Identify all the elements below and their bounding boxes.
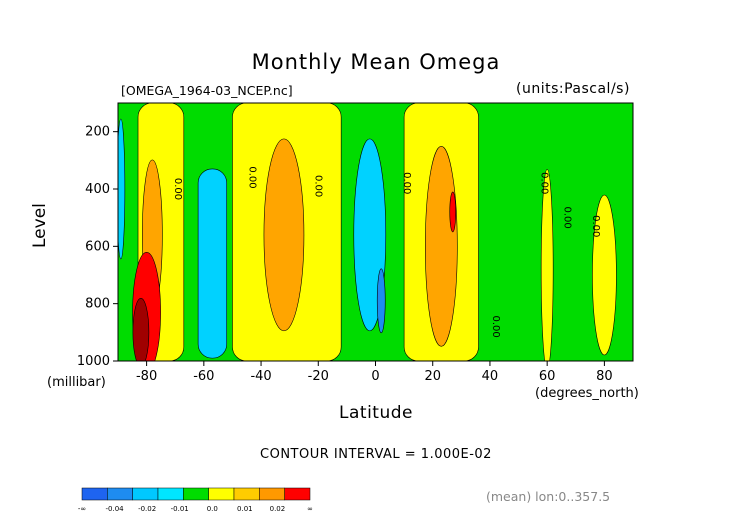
x-tick-label: 40 xyxy=(482,369,499,384)
y-tick-label: 200 xyxy=(85,125,110,140)
region-neg2-eq xyxy=(376,268,386,334)
colorbar-label: 0.01 xyxy=(237,505,253,513)
y-tick-label: 400 xyxy=(85,182,110,197)
colorbar-swatch xyxy=(132,487,159,501)
colorbar-swatch xyxy=(233,487,260,501)
footer-note: (mean) lon:0..357.5 xyxy=(486,489,611,504)
contour-labels: 0.00 0.00 0.00 0.00 0.00 0.00 0.00 0.00 xyxy=(172,166,601,337)
contour-field xyxy=(118,103,633,361)
chart-title: Monthly Mean Omega xyxy=(251,50,501,74)
contour-label: 0.00 xyxy=(590,215,601,237)
region-pos2-sh-mid xyxy=(263,138,305,332)
colorbar-label: -0.04 xyxy=(106,505,125,513)
x-axis-units: (degrees_north) xyxy=(535,386,639,401)
x-tick-label: 0 xyxy=(371,369,379,384)
units-label: (units:Pascal/s) xyxy=(516,81,630,97)
x-tick-label: -60 xyxy=(193,369,214,384)
x-tick-label: -40 xyxy=(250,369,271,384)
colorbar-label: ∞ xyxy=(307,505,313,513)
colorbar-label: -0.01 xyxy=(171,505,189,513)
region-neg-sh-edge xyxy=(118,118,126,260)
region-pos3-nh-sub xyxy=(449,191,457,233)
contour-label: 0.00 xyxy=(561,207,572,229)
region-pos-nh-80 xyxy=(592,194,617,356)
region-pos2-nh-sub xyxy=(425,146,458,347)
contour-label: 0.00 xyxy=(172,178,183,200)
axes: -80 -60 -40 -20 0 20 40 60 80 200 400 600 800 1000 xyxy=(77,125,613,384)
colorbar-label: -0.02 xyxy=(138,505,156,513)
contour-label: 0.00 xyxy=(312,175,323,197)
colorbar-swatch xyxy=(259,487,285,501)
contour-label: 0.00 xyxy=(401,172,412,194)
contour-label: 0.00 xyxy=(538,172,549,194)
colorbar-swatch xyxy=(157,487,184,501)
colorbar-swatch xyxy=(284,487,311,501)
contour-label: 0.00 xyxy=(490,315,501,337)
x-tick-label: 60 xyxy=(539,369,556,384)
colorbar-swatch xyxy=(107,487,133,501)
x-tick-label: 80 xyxy=(596,369,613,384)
region-pos4-sh-polar xyxy=(132,298,150,361)
x-axis-title: Latitude xyxy=(339,403,413,423)
x-tick-label: -20 xyxy=(308,369,329,384)
contour-interval-note: CONTOUR INTERVAL = 1.000E-02 xyxy=(260,447,492,462)
colorbar-swatch xyxy=(81,487,108,501)
colorbar-label: 0.02 xyxy=(270,505,286,513)
y-tick-label: 600 xyxy=(85,239,110,254)
x-tick-label: -80 xyxy=(136,369,157,384)
colorbar-swatch xyxy=(208,487,235,501)
file-label: [OMEGA_1964-03_NCEP.nc] xyxy=(121,83,293,98)
colorbar-swatch xyxy=(183,487,209,501)
y-tick-label: 800 xyxy=(85,297,110,312)
y-axis-units: (millibar) xyxy=(47,375,106,390)
colorbar-label: -∞ xyxy=(78,505,86,513)
region-neg-sh-trop xyxy=(197,168,228,359)
colorbar-label: 0.0 xyxy=(207,505,218,513)
region-pos-nh-60 xyxy=(540,168,554,361)
contour-label: 0.00 xyxy=(247,166,258,188)
y-tick-label: 1000 xyxy=(77,354,110,369)
x-tick-label: 20 xyxy=(424,369,441,384)
colorbar: -∞ -0.04 -0.02 -0.01 0.0 0.01 0.02 ∞ xyxy=(78,487,313,513)
